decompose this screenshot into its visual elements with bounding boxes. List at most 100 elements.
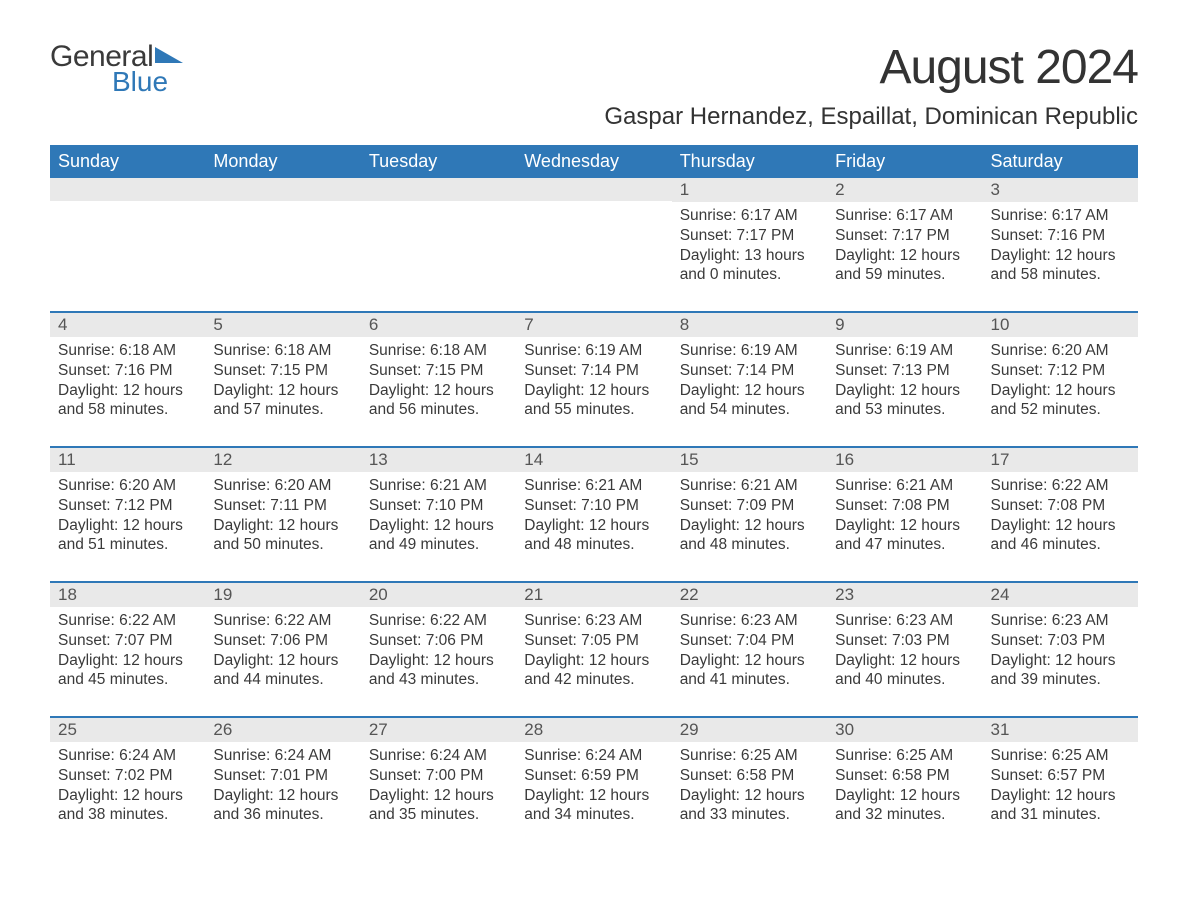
sunset-text: Sunset: 6:59 PM <box>524 766 663 786</box>
day-number-bar: 20 <box>361 583 516 607</box>
daylight-text: Daylight: 12 hours and 39 minutes. <box>991 651 1130 691</box>
day-cell: 11Sunrise: 6:20 AMSunset: 7:12 PMDayligh… <box>50 448 205 563</box>
sunrise-text: Sunrise: 6:24 AM <box>213 746 352 766</box>
day-cell: 23Sunrise: 6:23 AMSunset: 7:03 PMDayligh… <box>827 583 982 698</box>
logo-word-blue: Blue <box>112 66 168 98</box>
day-content: Sunrise: 6:21 AMSunset: 7:10 PMDaylight:… <box>516 472 671 555</box>
week-row: 25 Sunrise: 6:24 AM Sunset: 7:02 PM Dayligh… <box>50 716 1138 833</box>
day-content: Sunrise: 6:21 AMSunset: 7:09 PMDaylight:… <box>672 472 827 555</box>
sunset-text: Sunset: 7:14 PM <box>680 361 819 381</box>
sunrise-text: Sunrise: 6:24 AM <box>524 746 663 766</box>
day-cell <box>516 178 671 293</box>
sunrise-text: Sunrise: 6:25 AM <box>835 746 974 766</box>
sunset-text: Sunset: 7:03 PM <box>991 631 1130 651</box>
daylight-text: Daylight: 12 hours and 40 minutes. <box>835 651 974 691</box>
day-cell: 20Sunrise: 6:22 AMSunset: 7:06 PMDayligh… <box>361 583 516 698</box>
sunrise-text: Sunrise: 6:21 AM <box>835 476 974 496</box>
day-number-bar: 5 <box>205 313 360 337</box>
sunset-text: Sunset: 7:06 PM <box>369 631 508 651</box>
sunrise-text: Sunrise: 6:25 AM <box>991 746 1130 766</box>
day-cell <box>205 178 360 293</box>
weekday-header-cell: Wednesday <box>516 145 671 178</box>
day-number-bar: 25 <box>50 718 205 742</box>
day-content: Sunrise: 6:17 AMSunset: 7:16 PMDaylight:… <box>983 202 1138 285</box>
sunrise-text: Sunrise: 6:19 AM <box>680 341 819 361</box>
day-content: Sunrise: 6:23 AMSunset: 7:04 PMDaylight:… <box>672 607 827 690</box>
daylight-text: Daylight: 12 hours and 42 minutes. <box>524 651 663 691</box>
sunset-text: Sunset: 7:04 PM <box>680 631 819 651</box>
month-title: August 2024 <box>604 40 1138 95</box>
sunset-text: Sunset: 7:10 PM <box>369 496 508 516</box>
day-number-bar: 13 <box>361 448 516 472</box>
sunset-text: Sunset: 7:16 PM <box>58 361 197 381</box>
sunset-text: Sunset: 7:15 PM <box>213 361 352 381</box>
day-content: Sunrise: 6:24 AMSunset: 6:59 PMDaylight:… <box>516 742 671 825</box>
sunset-text: Sunset: 6:57 PM <box>991 766 1130 786</box>
day-content: Sunrise: 6:22 AMSunset: 7:07 PMDaylight:… <box>50 607 205 690</box>
sunrise-text: Sunrise: 6:24 AM <box>369 746 508 766</box>
day-cell: 24Sunrise: 6:23 AMSunset: 7:03 PMDayligh… <box>983 583 1138 698</box>
sunset-text: Sunset: 7:10 PM <box>524 496 663 516</box>
day-number-bar: 30 <box>827 718 982 742</box>
logo: General Blue <box>50 40 183 98</box>
sunrise-text: Sunrise: 6:18 AM <box>369 341 508 361</box>
day-cell: 25Sunrise: 6:24 AMSunset: 7:02 PMDayligh… <box>50 718 205 833</box>
day-cell: 12Sunrise: 6:20 AMSunset: 7:11 PMDayligh… <box>205 448 360 563</box>
day-number-bar: 19 <box>205 583 360 607</box>
daylight-text: Daylight: 12 hours and 45 minutes. <box>58 651 197 691</box>
day-content: Sunrise: 6:22 AMSunset: 7:06 PMDaylight:… <box>361 607 516 690</box>
day-cell: 10Sunrise: 6:20 AMSunset: 7:12 PMDayligh… <box>983 313 1138 428</box>
sunset-text: Sunset: 7:13 PM <box>835 361 974 381</box>
daylight-text: Daylight: 12 hours and 44 minutes. <box>213 651 352 691</box>
daylight-text: Daylight: 12 hours and 56 minutes. <box>369 381 508 421</box>
sunrise-text: Sunrise: 6:22 AM <box>213 611 352 631</box>
sunset-text: Sunset: 7:17 PM <box>835 226 974 246</box>
daylight-text: Daylight: 12 hours and 33 minutes. <box>680 786 819 826</box>
day-number-bar: 26 <box>205 718 360 742</box>
day-content: Sunrise: 6:19 AMSunset: 7:14 PMDaylight:… <box>516 337 671 420</box>
day-number-bar: 1 <box>672 178 827 202</box>
day-cell: 29Sunrise: 6:25 AMSunset: 6:58 PMDayligh… <box>672 718 827 833</box>
day-cell: 22Sunrise: 6:23 AMSunset: 7:04 PMDayligh… <box>672 583 827 698</box>
day-number-bar: 6 <box>361 313 516 337</box>
daylight-text: Daylight: 12 hours and 31 minutes. <box>991 786 1130 826</box>
day-number-bar: 18 <box>50 583 205 607</box>
sunset-text: Sunset: 7:15 PM <box>369 361 508 381</box>
day-content: Sunrise: 6:25 AMSunset: 6:58 PMDaylight:… <box>827 742 982 825</box>
daylight-text: Daylight: 12 hours and 49 minutes. <box>369 516 508 556</box>
daylight-text: Daylight: 13 hours and 0 minutes. <box>680 246 819 286</box>
sunrise-text: Sunrise: 6:19 AM <box>835 341 974 361</box>
day-content: Sunrise: 6:24 AMSunset: 7:01 PMDaylight:… <box>205 742 360 825</box>
sunset-text: Sunset: 7:02 PM <box>58 766 197 786</box>
daylight-text: Daylight: 12 hours and 58 minutes. <box>991 246 1130 286</box>
sunrise-text: Sunrise: 6:21 AM <box>524 476 663 496</box>
weekday-header-row: SundayMondayTuesdayWednesdayThursdayFrid… <box>50 145 1138 178</box>
day-cell <box>361 178 516 293</box>
daylight-text: Daylight: 12 hours and 55 minutes. <box>524 381 663 421</box>
sunset-text: Sunset: 7:07 PM <box>58 631 197 651</box>
day-number-bar <box>361 178 516 201</box>
weeks-container: 1Sunrise: 6:17 AMSunset: 7:17 PMDaylight… <box>50 178 1138 833</box>
day-cell: 30Sunrise: 6:25 AMSunset: 6:58 PMDayligh… <box>827 718 982 833</box>
sunset-text: Sunset: 7:12 PM <box>991 361 1130 381</box>
day-cell: 31Sunrise: 6:25 AMSunset: 6:57 PMDayligh… <box>983 718 1138 833</box>
week-row: 18Sunrise: 6:22 AMSunset: 7:07 PMDayligh… <box>50 581 1138 698</box>
day-content: Sunrise: 6:25 AMSunset: 6:58 PMDaylight:… <box>672 742 827 825</box>
daylight-text: Daylight: 12 hours and 48 minutes. <box>524 516 663 556</box>
day-number-bar: 3 <box>983 178 1138 202</box>
day-content: Sunrise: 6:25 AMSunset: 6:57 PMDaylight:… <box>983 742 1138 825</box>
day-number-bar: 16 <box>827 448 982 472</box>
sunrise-text: Sunrise: 6:20 AM <box>213 476 352 496</box>
sunset-text: Sunset: 7:08 PM <box>835 496 974 516</box>
day-number-bar <box>205 178 360 201</box>
day-content: Sunrise: 6:22 AMSunset: 7:06 PMDaylight:… <box>205 607 360 690</box>
sunrise-text: Sunrise: 6:23 AM <box>835 611 974 631</box>
sunrise-text: Sunrise: 6:20 AM <box>58 476 197 496</box>
day-cell: 13Sunrise: 6:21 AMSunset: 7:10 PMDayligh… <box>361 448 516 563</box>
weekday-header-cell: Sunday <box>50 145 205 178</box>
day-content: Sunrise: 6:21 AMSunset: 7:08 PMDaylight:… <box>827 472 982 555</box>
day-content: Sunrise: 6:20 AMSunset: 7:11 PMDaylight:… <box>205 472 360 555</box>
day-content: Sunrise: 6:18 AMSunset: 7:15 PMDaylight:… <box>361 337 516 420</box>
day-content: Sunrise: 6:23 AMSunset: 7:03 PMDaylight:… <box>827 607 982 690</box>
sunrise-text: Sunrise: 6:18 AM <box>213 341 352 361</box>
